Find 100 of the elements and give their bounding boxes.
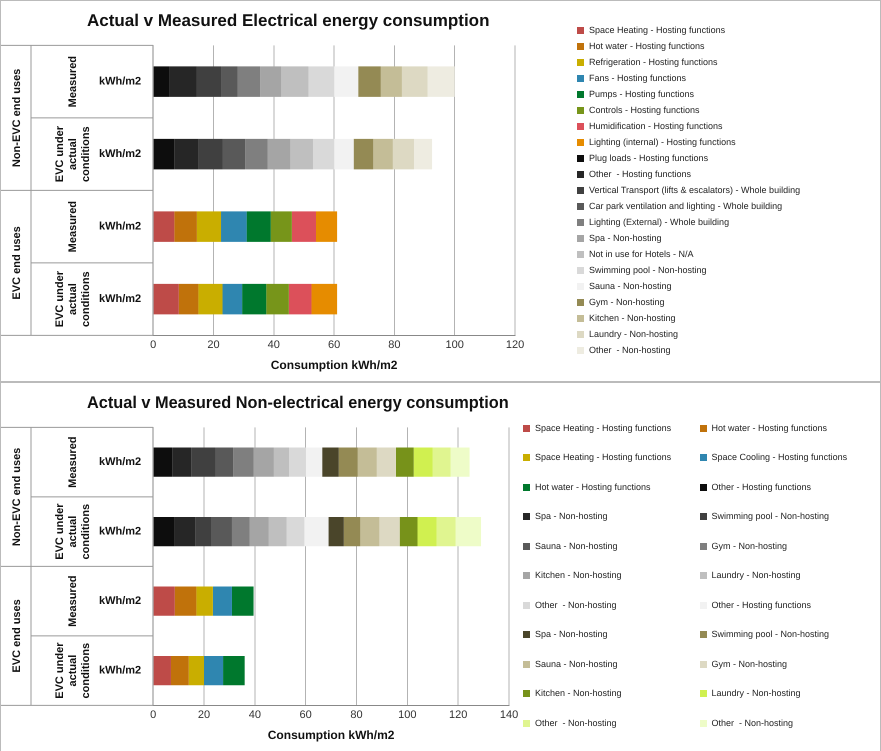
x-axis-title: Consumption kWh/m2 [270,358,398,372]
bar [246,211,271,242]
bar [232,517,250,546]
bar [174,517,196,546]
bar [266,284,289,314]
legend-label: Other - Hosting functions [712,600,812,610]
legend-label: Space Heating - Hosting functions [535,452,672,462]
legend-label: Space Heating - Hosting functions [535,423,672,433]
bar [196,211,222,242]
y-tick-label: kWh/m2 [98,148,142,160]
bar [334,66,358,97]
bar [170,656,189,686]
x-tick-label: 80 [388,339,401,352]
chart-title: Actual v Measured Electrical energy consumption [87,10,490,30]
y-tick-label: kWh/m2 [98,293,142,306]
bar [376,448,396,477]
bar [223,656,245,686]
bar [212,586,232,616]
x-tick-label: 40 [248,709,261,722]
legend-label: Other - Non-hosting [589,345,671,355]
legend-label: Other - Hosting functions [589,169,692,179]
bar [154,448,172,477]
bar [304,517,329,546]
bar [373,138,393,170]
bar [196,66,222,97]
legend-label: Kitchen - Non-hosting [535,570,622,580]
bar [242,284,266,314]
bar [316,211,338,242]
text: EVC under actual conditions [54,502,92,560]
text: EVC under actual conditions [54,642,92,699]
legend-label: Swimming pool - Non-hosting [589,265,707,275]
legend-label: Vertical Transport (lifts & escalators) - Whole building [589,185,800,195]
legend-label: Laundry - Non-hosting [712,688,801,698]
legend-label: Lighting (internal) - Hosting functions [589,137,736,147]
bar [195,517,212,546]
legend-label: Other - Non-hosting [712,718,794,728]
text: EVC under actual conditions [54,270,92,328]
y-tick-label: kWh/m2 [98,526,142,538]
legend-label: Other - Hosting functions [712,482,812,492]
x-tick-label: 80 [350,709,363,722]
bar [360,517,380,546]
bar [380,66,402,97]
legend-label: Spa - Non-hosting [535,511,608,522]
bar [154,284,179,314]
text: Measured [67,56,80,108]
legend-label: Other - Non-hosting [535,600,617,610]
bar [222,138,246,170]
legend-label: Laundry - Non-hosting [589,329,678,339]
y-tick-label: kWh/m2 [98,456,142,468]
bar [212,517,232,546]
bar [338,448,358,477]
bar [232,586,254,616]
bar [418,517,437,546]
bar [358,448,377,477]
bar [174,138,198,170]
bar [172,448,192,477]
legend-label: Sauna - Non-hosting [589,281,672,291]
legend-label: Swimming pool - Non-hosting [712,511,830,522]
x-tick-label: 0 [150,709,156,722]
legend-label: Hot water - Hosting functions [535,482,651,492]
bar [196,586,213,616]
x-axis-title: Consumption kWh/m2 [268,728,395,742]
bar [154,138,174,170]
legend-label: Not in use for Hotels - N/A [589,249,694,259]
bar [154,517,175,546]
text: Non-EVC end uses [11,68,24,168]
x-tick-label: 60 [300,709,312,722]
legend-label: Other - Non-hosting [535,718,617,728]
y-tick-label: kWh/m2 [98,220,142,233]
legend-label: Kitchen - Non-hosting [589,313,676,323]
legend-label: Hot water - Hosting functions [589,41,705,51]
bar [436,517,456,546]
text: Measured [67,436,80,488]
bar [270,211,292,242]
bar [288,284,312,314]
bar [322,448,339,477]
legend-label: Spa - Non-hosting [535,629,608,640]
legend-label: Swimming pool - Non-hosting [712,629,830,640]
x-tick-label: 100 [398,709,417,722]
bar [154,586,175,616]
bar [154,656,171,686]
bar [396,448,414,477]
text: Measured [67,200,80,252]
bar [174,586,196,616]
bar [188,656,204,686]
x-tick-label: 60 [328,339,340,352]
text: EVC end uses [11,226,24,300]
legend-label: Car park ventilation and lighting - Whole building [589,201,782,211]
bar [432,448,451,477]
x-tick-label: 0 [150,339,156,352]
bar [245,138,268,170]
legend-label: Humidification - Hosting functions [589,121,723,131]
x-tick-label: 20 [207,339,220,352]
bar [191,448,216,477]
bar [308,66,334,97]
bar [344,517,360,546]
legend-label: Spa - Non-hosting [589,233,662,243]
legend-label: Plug loads - Hosting functions [589,153,708,163]
bar [414,448,433,477]
legend-label: Controls - Hosting functions [589,105,700,115]
